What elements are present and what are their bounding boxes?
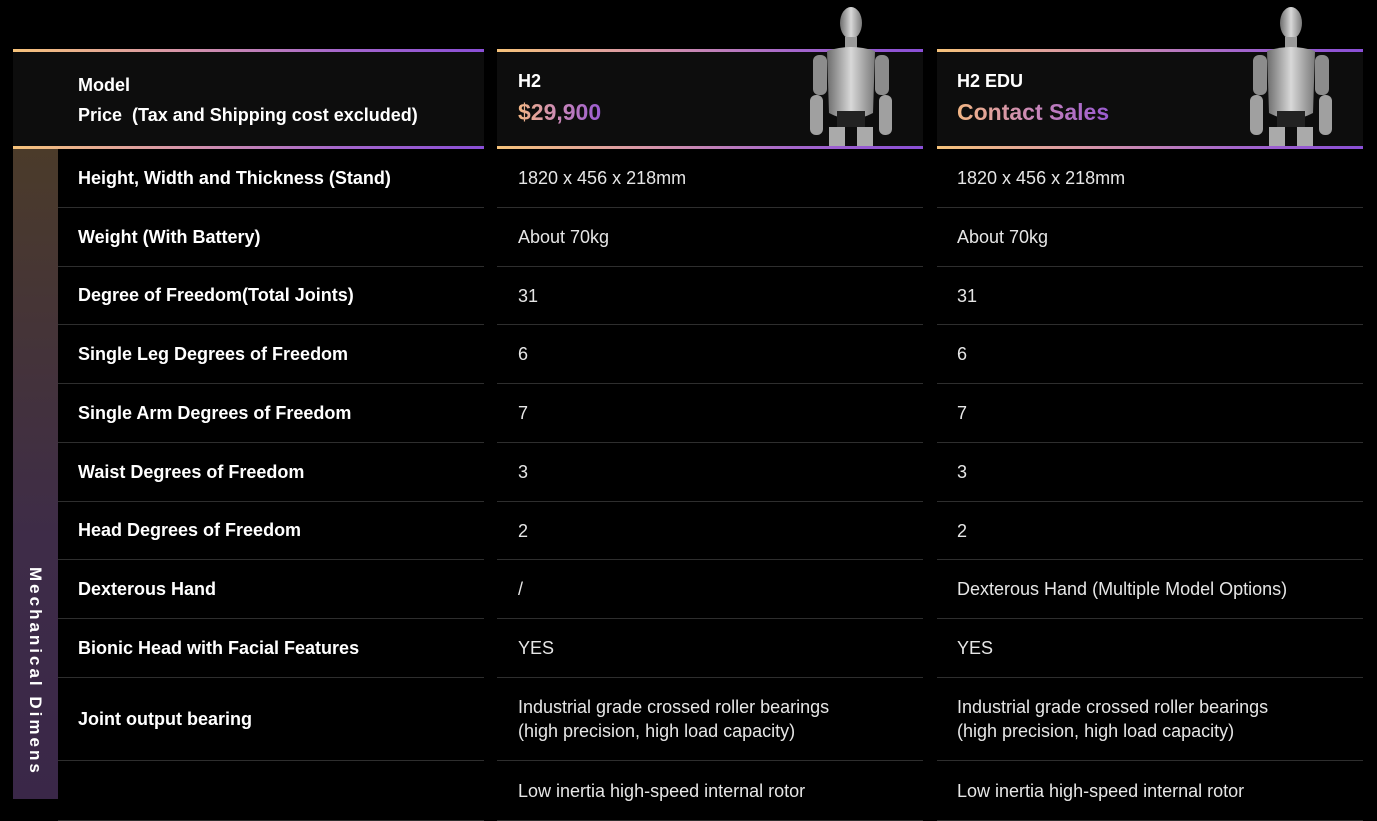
header-top-border: [937, 49, 1363, 52]
product-header-h2: H2 $29,900: [518, 70, 601, 132]
product-header-h2-edu: H2 EDU Contact Sales: [957, 70, 1109, 132]
table-row: Head Degrees of Freedom 2 2: [0, 502, 1377, 560]
spec-value: 7: [937, 384, 1363, 443]
robot-image-h2: [805, 3, 897, 146]
spec-value: 2: [497, 502, 923, 560]
table-row: Low inertia high-speed internal rotor Low…: [0, 761, 1377, 821]
spec-value: 31: [937, 267, 1363, 325]
header-bottom-border: [13, 146, 484, 149]
spec-value: About 70kg: [937, 208, 1363, 267]
header-top-border: [497, 49, 923, 52]
spec-value: Industrial grade crossed roller bearings…: [937, 678, 1363, 761]
robot-image-h2-edu: [1245, 3, 1337, 146]
spec-value: 7: [497, 384, 923, 443]
product-name: H2: [518, 71, 542, 91]
product-price: $29,900: [518, 92, 601, 132]
spec-value: 1820 x 456 x 218mm: [937, 149, 1363, 208]
spec-label: Single Arm Degrees of Freedom: [58, 384, 484, 443]
spec-value: 6: [497, 325, 923, 384]
spec-label: Degree of Freedom(Total Joints): [58, 267, 484, 325]
header-bottom-border: [937, 146, 1363, 149]
spec-value: /: [497, 560, 923, 619]
spec-label: Head Degrees of Freedom: [58, 502, 484, 560]
table-row: Height, Width and Thickness (Stand) 1820 …: [0, 149, 1377, 208]
table-row: Waist Degrees of Freedom 3 3: [0, 443, 1377, 502]
table-row: Bionic Head with Facial Features YES YES: [0, 619, 1377, 678]
spec-label: Dexterous Hand: [58, 560, 484, 619]
section-label: Mechanical Dimens: [26, 567, 45, 776]
spec-value: 31: [497, 267, 923, 325]
spec-label: Height, Width and Thickness (Stand): [58, 149, 484, 208]
header-top-border: [13, 49, 484, 52]
product-name: H2 EDU: [957, 71, 1024, 91]
spec-value: 3: [497, 443, 923, 502]
section-band: Mechanical Dimens: [13, 149, 58, 799]
model-label: Model: [78, 75, 130, 95]
spec-value: 3: [937, 443, 1363, 502]
table-row: Degree of Freedom(Total Joints) 31 31: [0, 267, 1377, 325]
spec-label: Weight (With Battery): [58, 208, 484, 267]
table-row: Single Leg Degrees of Freedom 6 6: [0, 325, 1377, 384]
header-labels: Model Price (Tax and Shipping cost exclu…: [78, 70, 418, 130]
spec-value: YES: [937, 619, 1363, 678]
spec-value: About 70kg: [497, 208, 923, 267]
spec-value: 1820 x 456 x 218mm: [497, 149, 923, 208]
table-row: Joint output bearing Industrial grade cro…: [0, 678, 1377, 761]
spec-label: Single Leg Degrees of Freedom: [58, 325, 484, 384]
product-price: Contact Sales: [957, 92, 1109, 132]
table-row: Dexterous Hand / Dexterous Hand (Multiple …: [0, 560, 1377, 619]
spec-label: [58, 761, 484, 821]
price-label: Price (Tax and Shipping cost excluded): [78, 105, 418, 125]
spec-label: Bionic Head with Facial Features: [58, 619, 484, 678]
spec-value: 6: [937, 325, 1363, 384]
spec-value: Industrial grade crossed roller bearings…: [497, 678, 923, 761]
spec-value: 2: [937, 502, 1363, 560]
spec-value: Dexterous Hand (Multiple Model Options): [937, 560, 1363, 619]
spec-value: Low inertia high-speed internal rotor: [937, 761, 1363, 821]
table-row: Weight (With Battery) About 70kg About 70k…: [0, 208, 1377, 267]
spec-value: YES: [497, 619, 923, 678]
header-label-cell: [13, 52, 484, 146]
table-row: Single Arm Degrees of Freedom 7 7: [0, 384, 1377, 443]
spec-label: Waist Degrees of Freedom: [58, 443, 484, 502]
spec-value: Low inertia high-speed internal rotor: [497, 761, 923, 821]
header-bottom-border: [497, 146, 923, 149]
spec-label: Joint output bearing: [58, 678, 484, 761]
